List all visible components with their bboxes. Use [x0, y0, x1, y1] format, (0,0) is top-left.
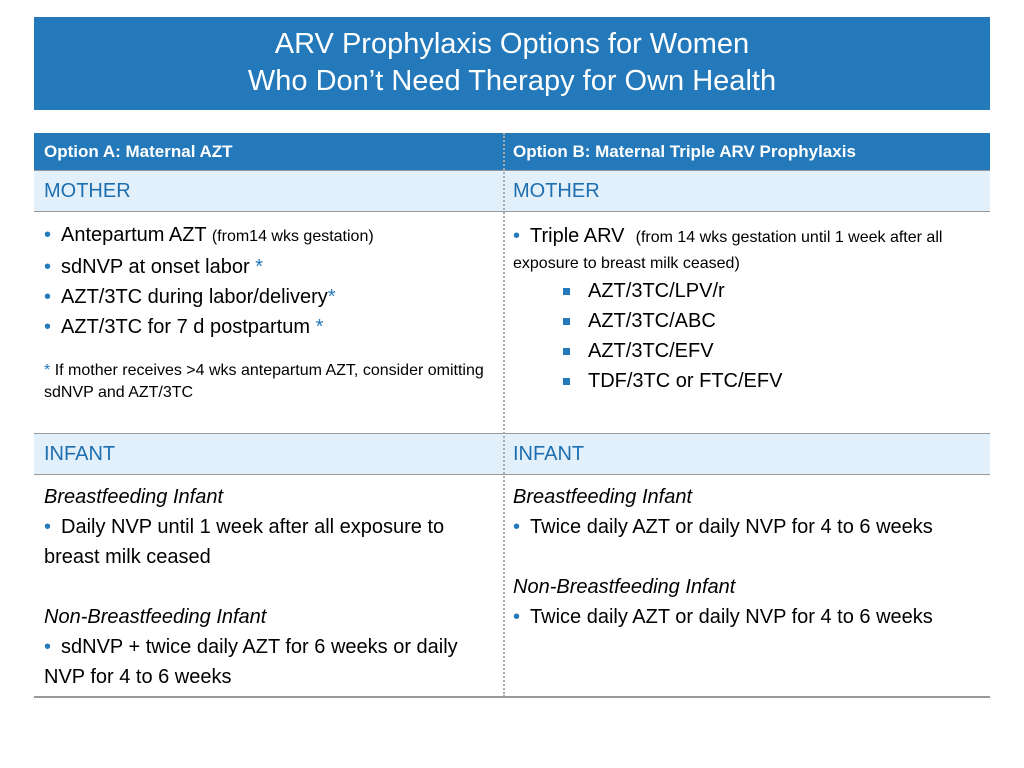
item-note: (from 14 wks gestation until 1 week afte… — [513, 229, 943, 272]
footnote-text: If mother receives >4 wks antepartum AZT… — [44, 362, 484, 401]
sub-item: TDF/3TC or FTC/EFV — [513, 366, 980, 396]
column-divider — [503, 133, 505, 697]
asterisk: * — [315, 316, 324, 338]
title-box: ARV Prophylaxis Options for Women Who Do… — [34, 17, 990, 110]
footnote: * If mother receives >4 wks antepartum A… — [44, 360, 493, 404]
infant-cell: Breastfeeding Infant Twice daily AZT or … — [503, 478, 990, 636]
title-line: Who Don’t Need Therapy for Own Health — [247, 65, 777, 97]
item-text: AZT/3TC during labor/delivery — [61, 286, 328, 308]
section-label: INFANT — [34, 433, 503, 475]
section-label: MOTHER — [34, 170, 503, 212]
group-heading: Breastfeeding Infant — [513, 486, 693, 508]
group-heading: Breastfeeding Infant — [44, 486, 224, 508]
column-heading: Option B: Maternal Triple ARV Prophylaxi… — [503, 133, 990, 170]
item-text: sdNVP at onset labor — [61, 256, 250, 278]
table-bottom-rule — [34, 696, 990, 698]
group-heading: Non-Breastfeeding Infant — [513, 576, 736, 598]
section-label: MOTHER — [503, 170, 990, 212]
asterisk: * — [327, 286, 336, 308]
list-item: Triple ARV (from 14 wks gestation until … — [513, 224, 980, 276]
column-heading: Option A: Maternal AZT — [34, 133, 503, 170]
list-item: Daily NVP until 1 week after all exposur… — [44, 512, 493, 572]
asterisk: * — [44, 362, 51, 379]
section-label: INFANT — [503, 433, 990, 475]
list-item: sdNVP at onset labor * — [44, 252, 493, 282]
item-text: Triple ARV — [530, 225, 625, 247]
list-item: Twice daily AZT or daily NVP for 4 to 6 … — [513, 512, 980, 542]
sub-item: AZT/3TC/ABC — [513, 306, 980, 336]
sub-item: AZT/3TC/LPV/r — [513, 276, 980, 306]
item-text: Antepartum AZT — [61, 224, 207, 246]
sub-item: AZT/3TC/EFV — [513, 336, 980, 366]
list-item: Antepartum AZT (from14 wks gestation) — [44, 220, 493, 252]
list-item: AZT/3TC during labor/delivery* — [44, 282, 493, 312]
list-item: Twice daily AZT or daily NVP for 4 to 6 … — [513, 602, 980, 632]
item-note: (from14 wks gestation) — [211, 228, 374, 245]
list-item: sdNVP + twice daily AZT for 6 weeks or d… — [44, 632, 493, 692]
item-text: AZT/3TC for 7 d postpartum — [61, 316, 310, 338]
title-line: ARV Prophylaxis Options for Women — [274, 28, 750, 60]
infant-cell: Breastfeeding Infant Daily NVP until 1 w… — [34, 478, 503, 696]
mother-cell: Antepartum AZT (from14 wks gestation) sd… — [34, 216, 503, 408]
list-item: AZT/3TC for 7 d postpartum * — [44, 312, 493, 342]
group-heading: Non-Breastfeeding Infant — [44, 606, 267, 628]
mother-cell: Triple ARV (from 14 wks gestation until … — [503, 220, 990, 400]
asterisk: * — [255, 256, 264, 278]
